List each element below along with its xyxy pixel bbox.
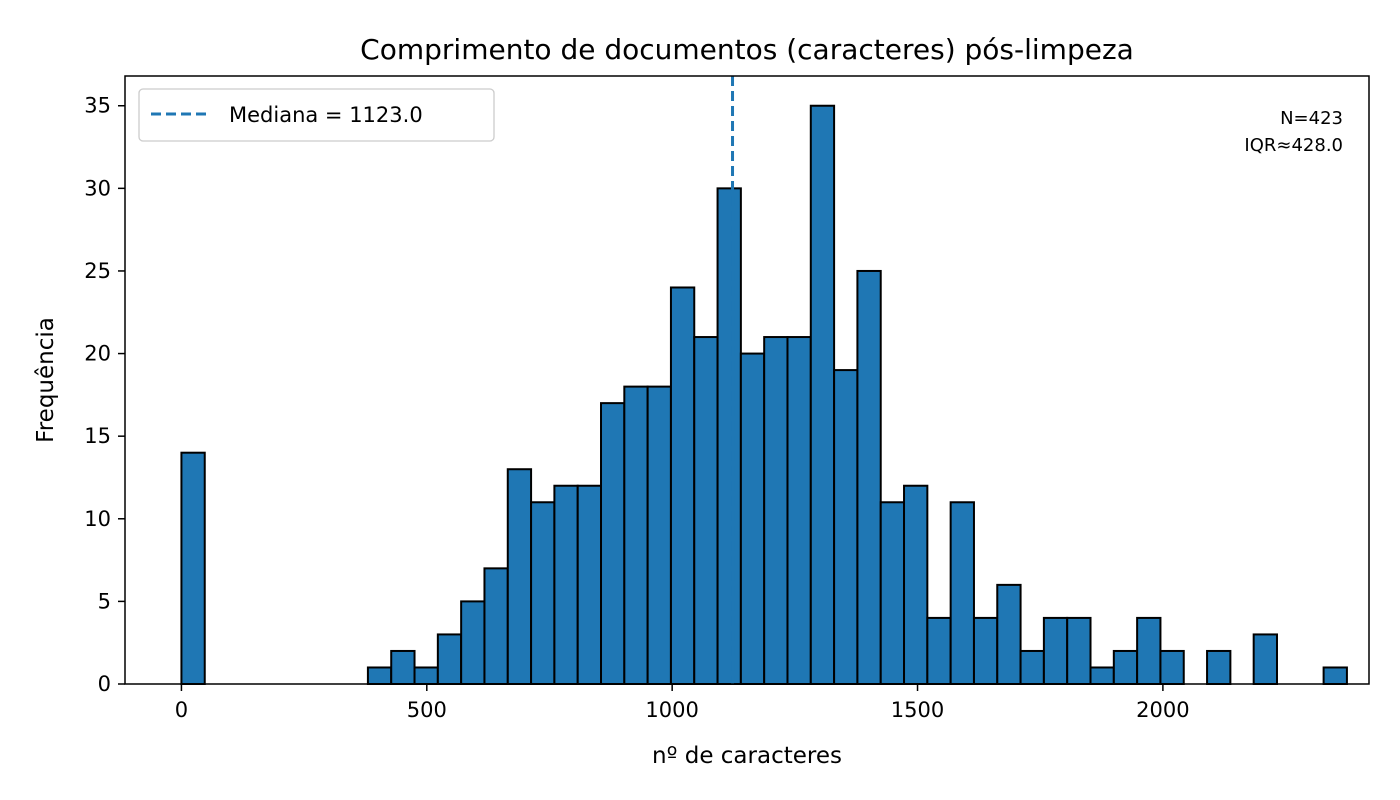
histogram-bar — [996, 583, 1022, 685]
histogram-bar — [716, 187, 742, 685]
histogram-bar — [1206, 649, 1232, 686]
histogram-bar — [553, 484, 579, 685]
histogram-bar — [1322, 666, 1348, 685]
y-tick-label: 10 — [84, 507, 111, 531]
x-tick-label: 0 — [175, 698, 188, 722]
histogram-bar — [646, 385, 672, 685]
legend: Mediana = 1123.0 — [138, 88, 495, 142]
x-tick-label: 1000 — [645, 698, 698, 722]
histogram-bar — [390, 649, 416, 686]
histogram-bar — [436, 633, 463, 685]
y-tick-label: 30 — [84, 176, 111, 200]
histogram-bar — [1066, 616, 1092, 685]
histogram-bar — [926, 616, 952, 685]
y-axis-ticks: 0 5 10 15 20 25 30 35 — [84, 94, 125, 696]
legend-box — [138, 88, 495, 142]
histogram-bar — [949, 501, 975, 686]
histogram-bar — [763, 336, 789, 685]
histogram-bar — [600, 402, 626, 685]
y-tick-label: 5 — [98, 589, 111, 613]
histogram-bar — [693, 336, 719, 685]
histogram-bar — [879, 501, 906, 686]
histogram-bar — [1089, 666, 1115, 685]
y-tick-label: 25 — [84, 259, 111, 283]
histogram-bar — [1019, 649, 1045, 686]
y-tick-label: 15 — [84, 424, 111, 448]
x-tick-label: 1500 — [891, 698, 944, 722]
histogram-bar — [1159, 649, 1185, 686]
histogram-bar — [669, 286, 696, 685]
x-tick-label: 2000 — [1136, 698, 1189, 722]
histogram-bar — [786, 336, 812, 685]
histogram-bar — [972, 616, 999, 685]
histogram-bar — [1136, 616, 1162, 685]
histogram-bar — [483, 567, 509, 685]
annotation-n: N=423 — [1280, 108, 1343, 129]
bars-group — [180, 104, 1348, 686]
histogram-bar — [530, 501, 556, 686]
histogram-bar — [413, 666, 439, 685]
histogram-bar — [833, 369, 859, 685]
annotation-iqr: IQR≈428.0 — [1244, 135, 1343, 156]
histogram-bar — [506, 468, 533, 685]
stats-annotation: N=423 IQR≈428.0 — [1244, 108, 1343, 156]
chart-title: Comprimento de documentos (caracteres) p… — [360, 33, 1134, 66]
x-axis-label: nº de caracteres — [652, 743, 842, 769]
histogram-bar — [809, 104, 836, 686]
histogram-bar — [1252, 633, 1278, 685]
x-axis-ticks: 0 500 1000 1500 2000 — [175, 684, 1190, 722]
histogram-bar — [903, 484, 929, 685]
y-tick-label: 0 — [98, 672, 111, 696]
histogram-bar — [366, 666, 393, 685]
histogram-bar — [1112, 649, 1139, 686]
legend-label: Mediana = 1123.0 — [229, 103, 423, 127]
histogram-bar — [180, 451, 206, 686]
plot-frame — [124, 75, 1370, 685]
y-tick-label: 20 — [84, 342, 111, 366]
x-tick-label: 500 — [407, 698, 447, 722]
y-tick-label: 35 — [84, 94, 111, 118]
histogram-bar — [739, 352, 766, 685]
histogram-bar — [460, 600, 486, 686]
y-axis-label: Frequência — [33, 317, 59, 443]
histogram-bar — [1042, 616, 1069, 685]
histogram-bar — [576, 484, 603, 685]
histogram-bar — [623, 385, 649, 685]
histogram-bar — [856, 269, 882, 685]
